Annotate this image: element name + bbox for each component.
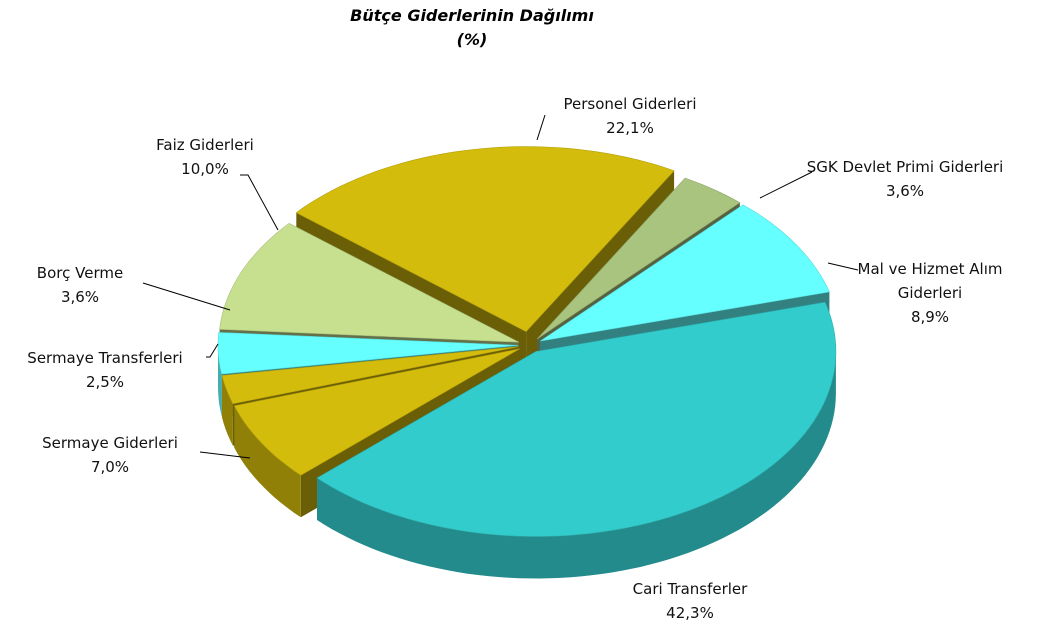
value-label: 3,6% xyxy=(60,288,100,306)
slice-side xyxy=(222,375,233,446)
slice-label: Borç Verme xyxy=(36,264,124,282)
value-label: 7,0% xyxy=(90,458,130,476)
slice xyxy=(540,204,830,342)
value-label: 22,1% xyxy=(606,119,654,137)
slice xyxy=(295,146,675,332)
leader-line xyxy=(536,114,546,141)
leader-line xyxy=(240,174,279,231)
value-label: 2,5% xyxy=(85,373,125,391)
leader-line xyxy=(827,262,859,271)
leader-line xyxy=(206,343,219,358)
slice-side xyxy=(234,405,301,518)
chart-title: Bütçe Giderlerinin Dağılımı xyxy=(350,6,594,25)
slice-label: Sermaye Giderleri xyxy=(42,434,178,452)
slice-side xyxy=(317,351,836,579)
slice xyxy=(316,301,837,537)
slice-label: Personel Giderleri xyxy=(563,95,697,113)
chart-subtitle: (%) xyxy=(456,30,488,49)
slice-label: Cari Transferler xyxy=(632,580,748,598)
slice-label: SGK Devlet Primi Giderleri xyxy=(806,158,1004,176)
slice-label: Faiz Giderleri xyxy=(156,136,254,154)
slice xyxy=(221,346,519,405)
slice xyxy=(217,332,519,375)
leader-line xyxy=(199,451,251,459)
slice-label: Sermaye Transferleri xyxy=(27,349,183,367)
slice xyxy=(536,177,741,340)
value-label: 42,3% xyxy=(666,604,714,622)
slice-side xyxy=(218,345,222,417)
value-label: 8,9% xyxy=(910,308,950,326)
value-label: 10,0% xyxy=(181,160,229,178)
slice-label: Mal ve Hizmet Alım Giderleri xyxy=(857,260,1003,302)
slice xyxy=(219,222,520,343)
leader-line xyxy=(142,282,231,311)
slice xyxy=(233,348,520,476)
value-label: 3,6% xyxy=(885,182,925,200)
leader-line xyxy=(759,171,813,199)
